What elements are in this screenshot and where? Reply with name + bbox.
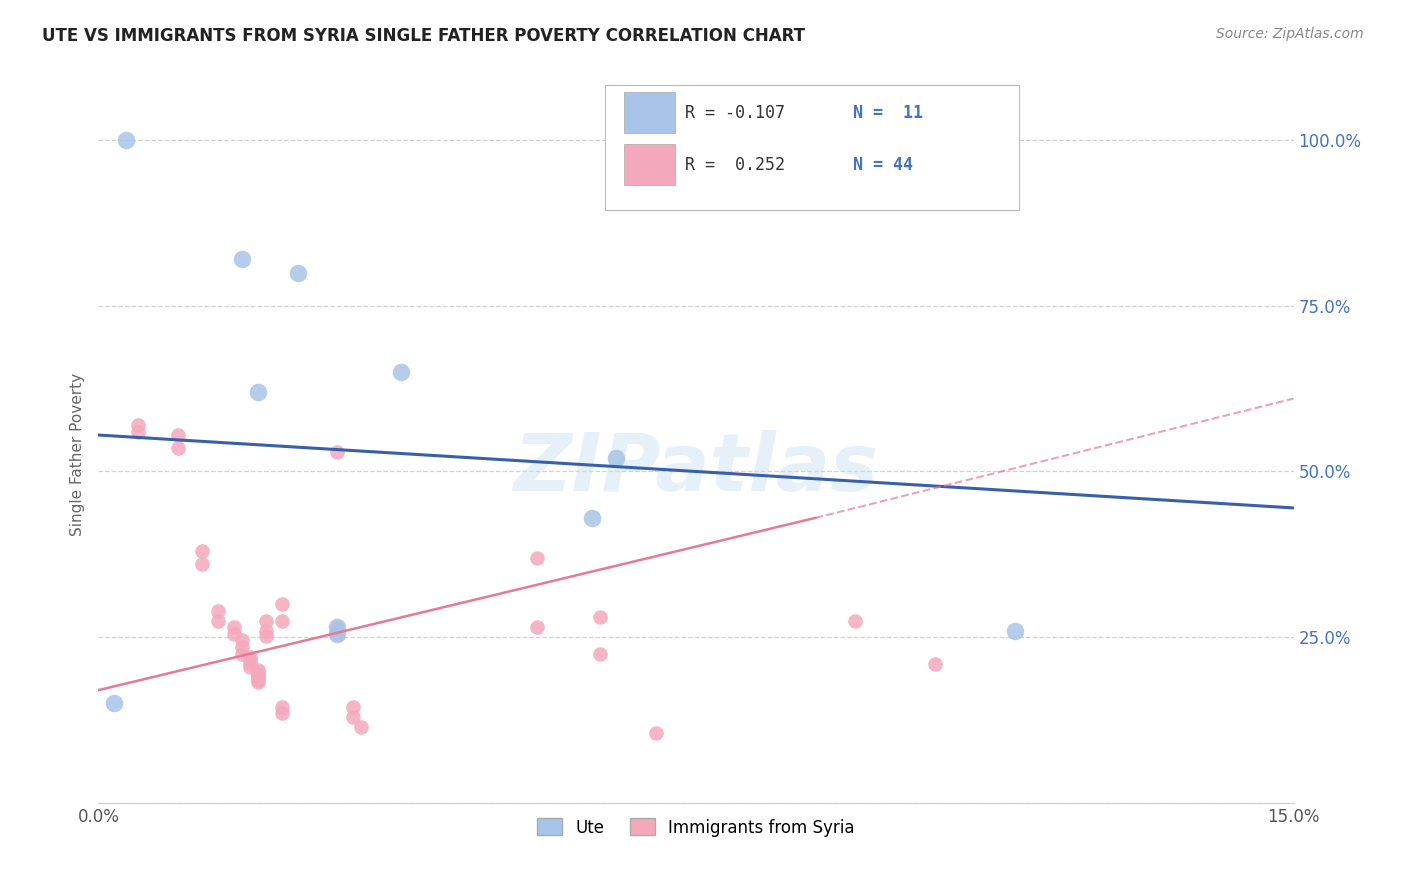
Text: ZIPatlas: ZIPatlas [513,430,879,508]
Point [222,620,245,634]
Text: UTE VS IMMIGRANTS FROM SYRIA SINGLE FATHER POVERTY CORRELATION CHART: UTE VS IMMIGRANTS FROM SYRIA SINGLE FATH… [42,27,806,45]
Point [350,720,373,734]
Point [270,614,292,628]
Point [844,614,866,628]
Point [342,699,364,714]
Point [222,627,245,641]
Point [115,133,138,147]
Point [924,657,946,671]
Point [270,597,292,611]
Text: N = 44: N = 44 [853,156,914,174]
Point [270,706,292,721]
Point [589,610,612,624]
Point [231,640,253,654]
Point [167,428,190,442]
Point [287,266,309,280]
Point [191,544,214,558]
Point [239,657,262,671]
Text: Source: ZipAtlas.com: Source: ZipAtlas.com [1216,27,1364,41]
Point [270,699,292,714]
Point [526,620,548,634]
Text: R =  0.252: R = 0.252 [685,156,785,174]
Point [246,673,269,688]
Point [246,663,269,677]
Point [207,604,229,618]
Point [645,726,668,740]
Point [231,647,253,661]
Point [207,614,229,628]
Point [589,647,612,661]
Point [254,624,277,638]
Point [239,660,262,674]
Point [103,697,125,711]
Point [246,384,269,399]
Y-axis label: Single Father Poverty: Single Father Poverty [70,374,86,536]
Point [246,671,269,685]
Point [191,558,214,572]
Point [167,442,190,456]
Text: R = -0.107: R = -0.107 [685,104,785,122]
Point [231,633,253,648]
Point [246,675,269,690]
Text: N =  11: N = 11 [853,104,924,122]
Point [254,614,277,628]
Point [605,451,627,466]
Point [581,511,603,525]
Point [526,550,548,565]
Point [389,365,412,379]
Legend: Ute, Immigrants from Syria: Ute, Immigrants from Syria [530,812,862,843]
Point [239,650,262,665]
Point [326,620,349,634]
Point [1004,624,1026,638]
Point [246,665,269,679]
Point [326,627,349,641]
Point [254,629,277,643]
Point [231,252,253,267]
Point [127,418,149,433]
Point [246,666,269,681]
Point [326,444,349,458]
Point [326,620,349,634]
Point [246,668,269,682]
Point [127,425,149,439]
Point [342,709,364,723]
Point [326,627,349,641]
Point [239,653,262,667]
